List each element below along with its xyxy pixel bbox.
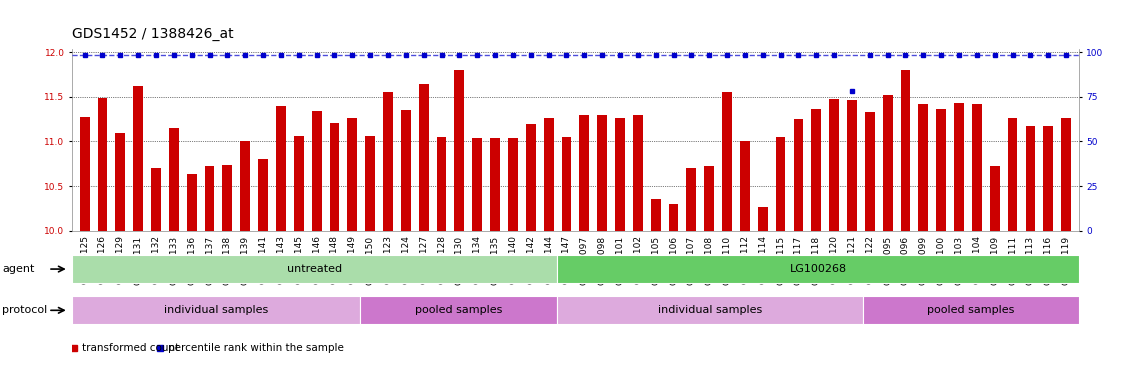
Bar: [829, 99, 839, 231]
Bar: [1061, 118, 1071, 231]
Bar: [687, 168, 696, 231]
Bar: [544, 118, 553, 231]
Bar: [222, 165, 232, 231]
Bar: [116, 132, 125, 231]
Bar: [650, 198, 661, 231]
Bar: [97, 98, 108, 231]
Bar: [490, 138, 500, 231]
Bar: [169, 128, 179, 231]
Text: LG100268: LG100268: [789, 264, 846, 274]
Bar: [384, 92, 393, 231]
Text: GDS1452 / 1388426_at: GDS1452 / 1388426_at: [72, 27, 234, 41]
Bar: [436, 137, 447, 231]
Bar: [669, 204, 679, 231]
Bar: [901, 70, 910, 231]
Bar: [615, 118, 625, 231]
Bar: [722, 92, 732, 231]
Bar: [365, 136, 376, 231]
Bar: [133, 86, 143, 231]
Bar: [347, 118, 357, 231]
Text: percentile rank within the sample: percentile rank within the sample: [168, 344, 345, 353]
Bar: [240, 141, 250, 231]
Bar: [918, 104, 929, 231]
Bar: [187, 174, 197, 231]
Bar: [258, 159, 268, 231]
Bar: [455, 70, 464, 231]
Bar: [80, 117, 89, 231]
Bar: [151, 168, 161, 231]
Bar: [793, 119, 804, 231]
Bar: [276, 106, 286, 231]
Bar: [579, 115, 590, 231]
Text: individual samples: individual samples: [164, 305, 268, 315]
Bar: [989, 166, 1000, 231]
Bar: [1043, 126, 1053, 231]
Bar: [311, 111, 322, 231]
Text: individual samples: individual samples: [658, 305, 763, 315]
Text: agent: agent: [2, 264, 34, 274]
Text: pooled samples: pooled samples: [927, 305, 1014, 315]
Bar: [812, 110, 821, 231]
Bar: [294, 136, 303, 231]
Bar: [972, 104, 981, 231]
Bar: [937, 110, 946, 231]
Bar: [419, 84, 428, 231]
Bar: [954, 103, 964, 231]
Bar: [883, 95, 893, 231]
Bar: [472, 138, 482, 231]
Bar: [633, 115, 642, 231]
Bar: [1026, 126, 1035, 231]
Bar: [598, 115, 607, 231]
Bar: [740, 141, 750, 231]
Bar: [775, 137, 785, 231]
Bar: [1008, 118, 1018, 231]
Bar: [847, 100, 856, 231]
Bar: [864, 112, 875, 231]
Text: pooled samples: pooled samples: [414, 305, 503, 315]
Bar: [401, 110, 411, 231]
Bar: [704, 165, 714, 231]
Bar: [561, 137, 571, 231]
Bar: [758, 207, 767, 231]
Text: protocol: protocol: [2, 305, 48, 315]
Bar: [330, 123, 339, 231]
Bar: [205, 165, 214, 231]
Bar: [508, 138, 518, 231]
Text: untreated: untreated: [287, 264, 342, 274]
Bar: [526, 124, 536, 231]
Text: transformed count: transformed count: [82, 344, 180, 353]
